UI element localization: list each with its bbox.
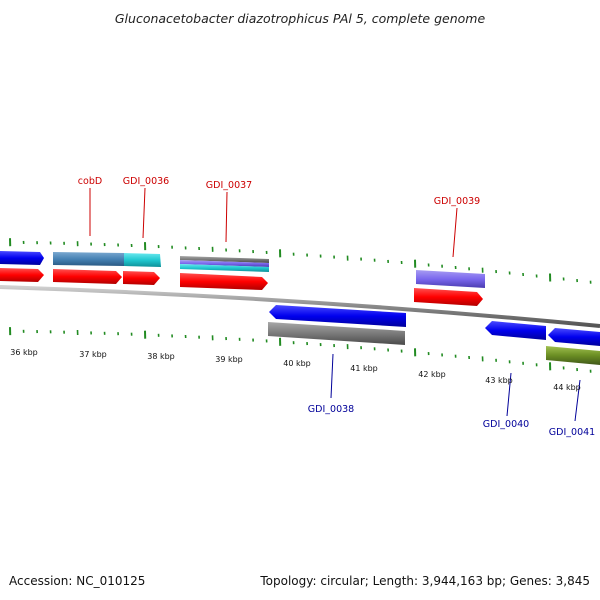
- reverse-gene-labels: GDI_0038 GDI_0040 GDI_0041: [308, 353, 595, 438]
- leader-line-GDI_0041: [574, 379, 581, 422]
- leader-line-GDI_0038: [330, 353, 334, 399]
- genome-backbone: [0, 285, 600, 328]
- gene-GDI_0040[interactable]: [485, 321, 546, 340]
- cds-GDI_0037[interactable]: [180, 273, 268, 290]
- kbp-label: 40 kbp: [283, 359, 311, 368]
- kbp-label: 42 kbp: [418, 370, 446, 379]
- leader-line-GDI_0036: [142, 187, 146, 239]
- gene-label-GDI_0038: GDI_0038: [308, 404, 354, 415]
- cds-GDI_0039[interactable]: [414, 288, 483, 306]
- outer-tick-row: [9, 238, 592, 284]
- gene-GDI_0041-olive[interactable]: [546, 346, 600, 365]
- gene-label-GDI_0037: GDI_0037: [206, 180, 252, 191]
- map-title: Gluconacetobacter diazotrophicus PAl 5, …: [115, 11, 486, 26]
- gene-label-GDI_0039: GDI_0039: [434, 196, 480, 207]
- cds-arrow-forward[interactable]: [0, 268, 44, 282]
- accession-text: Accession: NC_010125: [9, 574, 145, 588]
- gene-GDI_0037-stripe-1[interactable]: [180, 256, 269, 263]
- kbp-label: 41 kbp: [350, 364, 378, 373]
- gene-GDI_0038[interactable]: [269, 305, 406, 327]
- gene-GDI_0037-stripe-3[interactable]: [180, 264, 269, 272]
- gene-arrow-forward[interactable]: [0, 251, 44, 265]
- kbp-label: 36 kbp: [10, 348, 38, 357]
- cds-GDI_0036[interactable]: [123, 271, 160, 285]
- kbp-label: 43 kbp: [485, 376, 513, 385]
- gene-cobD[interactable]: [53, 252, 124, 266]
- gene-GDI_0036[interactable]: [124, 253, 161, 267]
- cds-cobD[interactable]: [53, 269, 122, 284]
- kbp-label: 39 kbp: [215, 355, 243, 364]
- reverse-strand-features: [268, 305, 600, 365]
- forward-gene-labels: cobD GDI_0036 GDI_0037 GDI_0039: [78, 176, 480, 258]
- gene-GDI_0041[interactable]: [548, 328, 600, 346]
- kbp-label: 37 kbp: [79, 350, 107, 359]
- gene-label-GDI_0040: GDI_0040: [483, 419, 529, 430]
- genome-summary-text: Topology: circular; Length: 3,944,163 bp…: [259, 574, 590, 588]
- kbp-label: 44 kbp: [553, 383, 581, 392]
- inner-tick-row: [9, 327, 592, 373]
- gene-GDI_0038-gray[interactable]: [268, 322, 405, 345]
- gene-label-GDI_0036: GDI_0036: [123, 176, 169, 187]
- leader-line-GDI_0037: [225, 191, 228, 243]
- gene-GDI_0039[interactable]: [416, 270, 485, 288]
- leader-line-GDI_0039: [452, 207, 458, 258]
- kbp-scale-labels: 36 kbp 37 kbp 38 kbp 39 kbp 40 kbp 41 kb…: [10, 348, 581, 392]
- forward-strand-features: [0, 251, 485, 306]
- gene-label-cobD: cobD: [78, 176, 102, 187]
- gene-label-GDI_0041: GDI_0041: [549, 427, 595, 438]
- kbp-label: 38 kbp: [147, 352, 175, 361]
- gene-GDI_0037-stripe-2[interactable]: [180, 260, 269, 267]
- leader-line-GDI_0040: [506, 372, 512, 417]
